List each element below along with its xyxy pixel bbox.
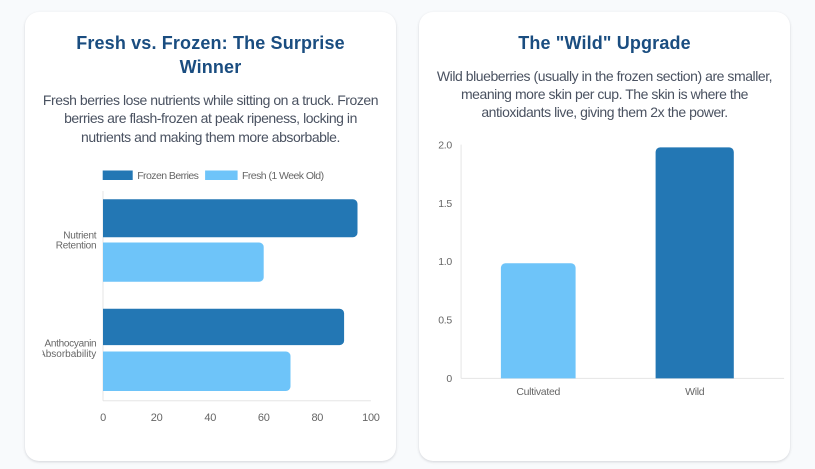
svg-text:80: 80 <box>311 412 323 424</box>
svg-text:Nutrient: Nutrient <box>63 230 96 241</box>
svg-text:Wild: Wild <box>685 386 705 398</box>
svg-text:40: 40 <box>204 412 216 424</box>
svg-text:1.5: 1.5 <box>438 198 452 210</box>
svg-text:2.0: 2.0 <box>438 139 452 151</box>
svg-text:Fresh (1 Week Old): Fresh (1 Week Old) <box>242 170 324 182</box>
svg-text:1.0: 1.0 <box>438 256 452 268</box>
svg-text:Frozen Berries: Frozen Berries <box>137 170 198 182</box>
svg-text:0.5: 0.5 <box>438 315 452 327</box>
svg-text:Anthocyanin: Anthocyanin <box>45 339 97 350</box>
svg-text:0: 0 <box>100 412 106 424</box>
svg-text:20: 20 <box>151 412 163 424</box>
svg-text:100: 100 <box>362 412 380 424</box>
svg-text:Cultivated: Cultivated <box>516 386 560 398</box>
svg-text:60: 60 <box>258 412 270 424</box>
svg-text:Absorbability: Absorbability <box>39 349 96 360</box>
svg-text:0: 0 <box>446 373 452 385</box>
svg-text:Retention: Retention <box>56 240 97 251</box>
